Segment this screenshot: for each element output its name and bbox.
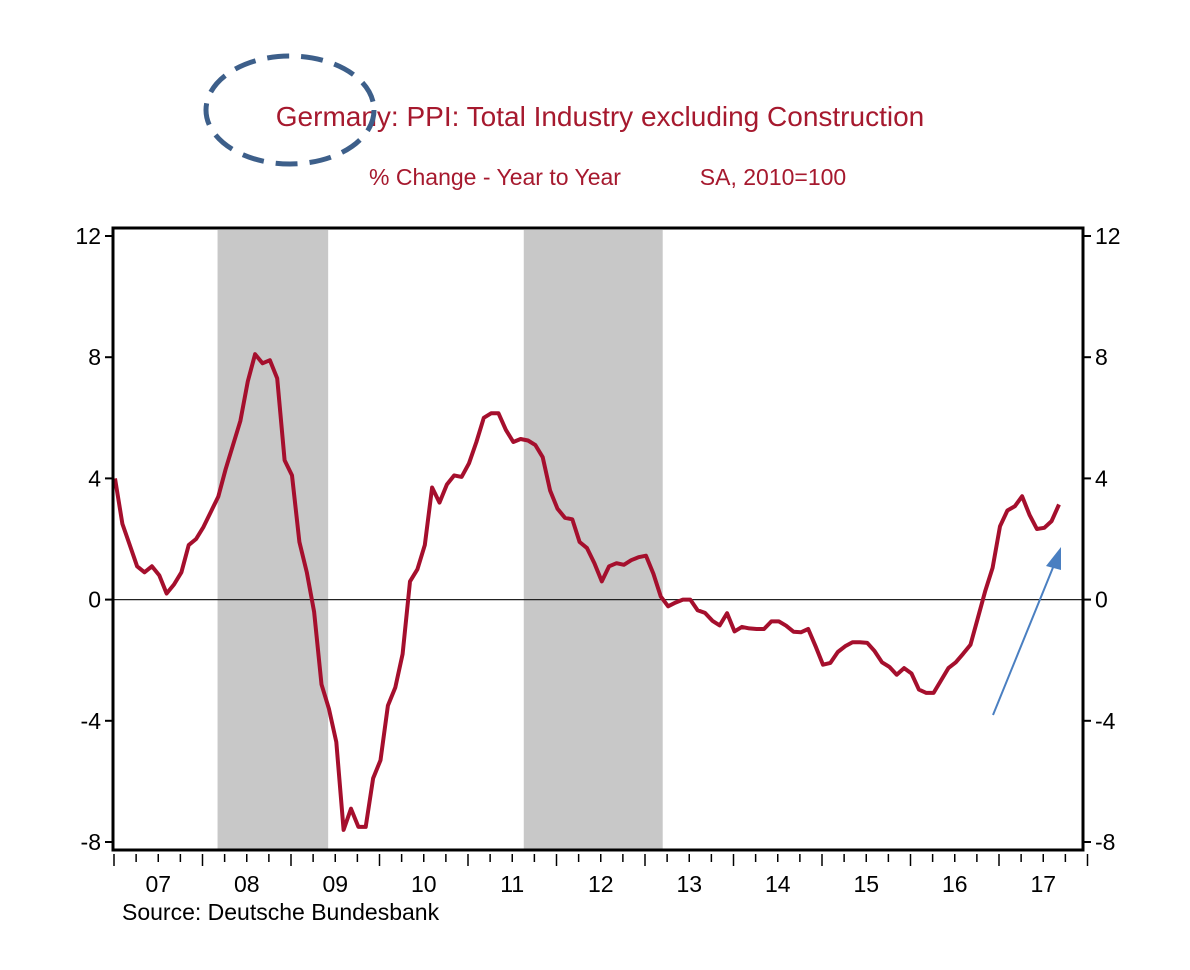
- series-line-ppi: [113, 352, 1061, 832]
- x-axis: 07 08 09 10 11 12 13 14 15 16 17: [113, 854, 1089, 897]
- y-tick-label-right: -4: [1095, 708, 1116, 734]
- x-tick-label: 14: [765, 871, 791, 897]
- x-tick-label: 15: [853, 871, 879, 897]
- y-tick-label-right: 12: [1095, 223, 1121, 249]
- x-tick-label: 07: [145, 871, 171, 897]
- y-tick-label-left: 12: [75, 223, 101, 249]
- recession-band-1: [217, 230, 329, 850]
- y-tick-label-left: -8: [81, 829, 101, 855]
- source-note: Source: Deutsche Bundesbank: [122, 899, 440, 925]
- x-tick-label: 12: [588, 871, 614, 897]
- recession-bands: [217, 230, 663, 850]
- y-tick-label-right: 4: [1095, 465, 1108, 491]
- x-tick-label: 13: [676, 871, 702, 897]
- y-tick-label-left: 4: [88, 465, 101, 491]
- y-tick-label-right: 0: [1095, 587, 1108, 613]
- x-tick-label: 10: [411, 871, 437, 897]
- trend-arrow-annotation: [992, 547, 1061, 716]
- x-tick-label: 08: [234, 871, 260, 897]
- y-tick-label-left: -4: [81, 708, 102, 734]
- y-axis: 12 12 8 8 4 4 0 0 -4 -4 -8 -8: [75, 223, 1120, 855]
- x-tick-label: 09: [322, 871, 348, 897]
- y-tick-label-left: 0: [88, 587, 101, 613]
- y-tick-label-right: -8: [1095, 829, 1115, 855]
- chart-subtitle-right: SA, 2010=100: [700, 164, 846, 190]
- recession-band-2: [523, 230, 663, 850]
- plot-frame: [111, 226, 1085, 852]
- y-tick-label-left: 8: [88, 344, 101, 370]
- x-tick-label: 17: [1030, 871, 1056, 897]
- x-tick-label: 16: [942, 871, 968, 897]
- chart-subtitle-left: % Change - Year to Year: [369, 164, 621, 190]
- chart-title: Germany: PPI: Total Industry excluding C…: [276, 101, 924, 132]
- y-tick-label-right: 8: [1095, 344, 1108, 370]
- highlight-ellipse: [203, 53, 377, 167]
- x-tick-label: 11: [500, 871, 524, 897]
